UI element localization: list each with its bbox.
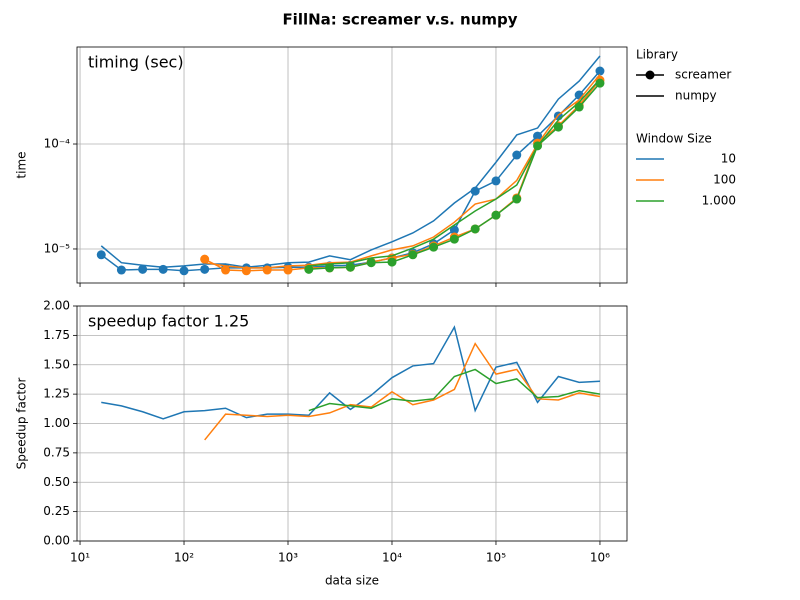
x-axis-label: data size [325, 574, 379, 588]
legend-title: Library [636, 48, 678, 62]
x-tick-label: 10⁴ [382, 551, 402, 565]
plot-frame [76, 305, 628, 542]
legend-label: numpy [675, 89, 717, 103]
series-marker [138, 264, 148, 274]
series-marker [512, 194, 522, 204]
legend-label: screamer [675, 68, 731, 82]
series-line [308, 368, 601, 412]
y-tick-label: 1.75 [43, 328, 70, 342]
series-marker [449, 234, 459, 244]
series-marker [574, 102, 584, 112]
series-marker [387, 257, 397, 267]
series-marker [345, 262, 355, 272]
series-marker [200, 254, 210, 264]
legend-label: 10 [721, 152, 736, 166]
legend-title: Window Size [636, 132, 712, 146]
series-marker [179, 266, 189, 276]
series-marker [325, 263, 335, 273]
series-marker [491, 176, 501, 186]
x-tick-label: 10⁵ [486, 551, 506, 565]
y-tick-label: 1.00 [43, 416, 70, 430]
y-tick-label: 1.25 [43, 387, 70, 401]
series-marker [470, 224, 480, 234]
series-marker [96, 250, 106, 260]
series-marker [449, 225, 459, 235]
series-marker [200, 264, 210, 274]
series-marker [408, 250, 418, 260]
series-line [204, 342, 601, 441]
series-marker [366, 258, 376, 268]
series-marker [553, 122, 563, 132]
plot-frame [76, 46, 628, 284]
annotation: timing (sec) [88, 53, 184, 72]
series-marker [533, 131, 543, 141]
legend-marker [645, 70, 655, 80]
y-tick-label: 10⁻⁵ [44, 241, 71, 255]
legend-label: 1.000 [702, 194, 736, 208]
series-marker [158, 264, 168, 274]
x-tick-label: 10² [174, 551, 194, 565]
y-tick-label: 0.00 [43, 534, 70, 548]
series-marker [283, 265, 293, 275]
y-tick-label: 2.00 [43, 299, 70, 313]
series-line [100, 55, 601, 268]
figure-title: FillNa: screamer v.s. numpy [282, 11, 517, 29]
y-tick-label: 10⁻⁴ [44, 137, 71, 151]
y-axis-label: time [15, 151, 29, 178]
series-marker [595, 66, 605, 76]
y-tick-label: 1.50 [43, 357, 70, 371]
series-line [204, 73, 601, 269]
series-line [101, 325, 600, 420]
series-marker [512, 150, 522, 160]
series-marker [304, 264, 314, 274]
x-tick-label: 10¹ [70, 551, 90, 565]
series-line [308, 78, 601, 267]
y-tick-label: 0.25 [43, 504, 70, 518]
series-marker [221, 265, 231, 275]
annotation: speedup factor 1.25 [88, 312, 249, 331]
y-tick-label: 0.75 [43, 445, 70, 459]
y-tick-label: 0.50 [43, 475, 70, 489]
legend-label: 100 [713, 173, 736, 187]
x-tick-label: 10⁶ [590, 551, 610, 565]
series-line [204, 79, 601, 272]
y-axis-label: Speedup factor [15, 378, 29, 470]
series-marker [429, 242, 439, 252]
series-marker [491, 210, 501, 220]
series-line [100, 70, 601, 272]
x-tick-label: 10³ [278, 551, 298, 565]
series-marker [116, 265, 126, 275]
